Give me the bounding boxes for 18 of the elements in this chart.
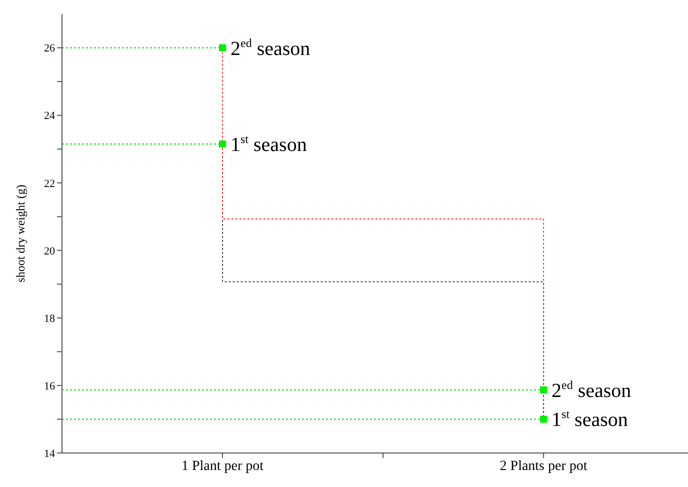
y-tick-label: 16 <box>44 380 56 392</box>
y-axis-title: shoot dry weight (g) <box>13 184 28 282</box>
point <box>219 140 226 148</box>
x-tick-label: 1 Plant per pot <box>181 458 264 474</box>
text: 1$^{st}$ season <box>552 406 628 432</box>
point <box>540 386 548 394</box>
y-tick-label: 26 <box>44 42 56 55</box>
y-tick-label: 18 <box>44 312 56 325</box>
y-tick-label: 14 <box>44 448 56 460</box>
point <box>540 416 548 423</box>
text: 2$^{ed}$ season <box>552 377 632 402</box>
y-tick-label: 24 <box>44 110 56 122</box>
series-label: 1$^{st}$ season <box>230 132 307 156</box>
point <box>219 44 226 52</box>
series-label: 2$^{ed}$ season <box>230 35 310 60</box>
y-tick-label: 22 <box>44 178 55 190</box>
x-tick-label: 2 Plants per pot <box>500 458 588 474</box>
y-tick-label: 20 <box>44 245 56 258</box>
